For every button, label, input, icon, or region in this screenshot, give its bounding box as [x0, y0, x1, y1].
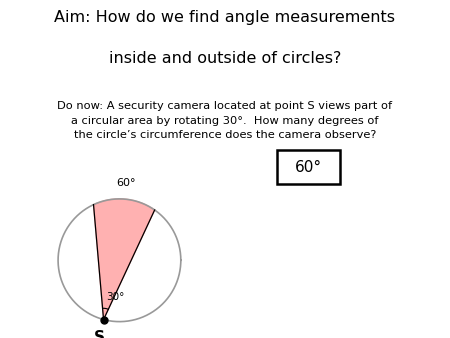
Text: 60°: 60° [116, 178, 135, 188]
Text: 60°: 60° [295, 160, 322, 175]
FancyBboxPatch shape [277, 150, 340, 184]
Text: S: S [94, 330, 105, 338]
Text: Aim: How do we find angle measurements: Aim: How do we find angle measurements [54, 10, 396, 25]
Text: Do now: A security camera located at point S views part of
a circular area by ro: Do now: A security camera located at poi… [58, 101, 392, 140]
Text: 30°: 30° [107, 292, 125, 303]
Text: inside and outside of circles?: inside and outside of circles? [109, 51, 341, 66]
Polygon shape [94, 199, 155, 319]
